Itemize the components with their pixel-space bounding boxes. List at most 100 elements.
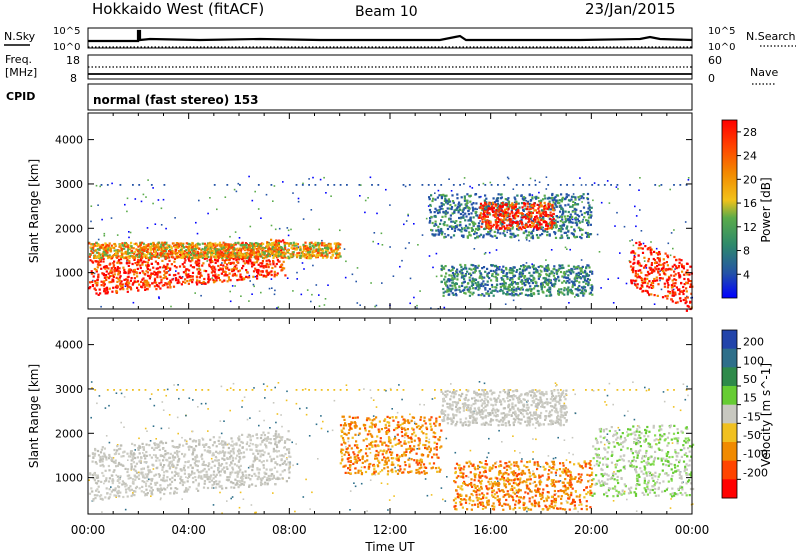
feature-cell (574, 288, 577, 291)
feature-cell (527, 289, 530, 292)
feature-cell (286, 250, 289, 253)
background-cell (196, 232, 199, 235)
feature-cell (527, 213, 530, 217)
feature-cell (108, 254, 111, 257)
background-cell (345, 260, 347, 263)
feature-cell (130, 245, 133, 248)
feature-cell (173, 257, 177, 260)
feature-cell (169, 281, 173, 284)
feature-cell (512, 233, 515, 236)
noise-tick-top-right: 10^5 (708, 26, 735, 37)
feature-cell (102, 284, 105, 287)
background-cell (158, 476, 161, 478)
range-gate-cell (591, 184, 594, 186)
feature-cell (142, 277, 145, 280)
feature-cell (227, 276, 230, 279)
feature-cell (177, 246, 180, 249)
feature-cell (452, 293, 455, 296)
background-cell (370, 397, 373, 399)
feature-cell (486, 225, 489, 228)
feature-cell (639, 269, 642, 272)
feature-cell (564, 204, 567, 207)
feature-cell (263, 254, 266, 257)
feature-cell (563, 231, 566, 234)
feature-cell (447, 198, 450, 201)
range-gate-cell (434, 184, 436, 186)
feature-cell (188, 246, 191, 249)
feature-cell (116, 267, 119, 270)
feature-cell (127, 247, 130, 250)
background-cell (506, 231, 508, 234)
feature-cell (468, 267, 471, 270)
background-cell (93, 272, 96, 275)
feature-cell (502, 271, 505, 274)
background-cell (619, 252, 621, 254)
feature-cell (440, 268, 443, 271)
feature-cell (504, 227, 507, 230)
feature-cell (656, 294, 659, 297)
background-cell (545, 188, 548, 190)
feature-cell (277, 254, 280, 258)
feature-cell (503, 287, 506, 290)
range-gate-cell (239, 184, 241, 186)
feature-cell (544, 206, 548, 209)
feature-cell (661, 296, 665, 299)
background-cell (632, 244, 635, 247)
feature-cell (117, 255, 120, 258)
colorbar-tick-label: 16 (743, 197, 757, 210)
feature-cell (226, 263, 229, 266)
feature-cell (224, 253, 227, 257)
feature-cell (561, 275, 564, 278)
background-cell (150, 495, 152, 497)
feature-cell (514, 198, 517, 201)
feature-cell (195, 260, 198, 263)
feature-cell (235, 249, 238, 252)
feature-cell (173, 245, 176, 248)
feature-cell (468, 294, 471, 297)
feature-cell (579, 195, 582, 198)
feature-cell (196, 250, 199, 253)
feature-cell (589, 223, 592, 226)
feature-cell (574, 236, 577, 239)
feature-cell (444, 215, 447, 218)
background-cell (525, 200, 527, 202)
feature-cell (570, 225, 573, 229)
feature-cell (671, 294, 674, 297)
feature-cell (141, 241, 144, 244)
feature-cell (544, 210, 547, 213)
feature-cell (254, 267, 257, 270)
feature-cell (479, 212, 482, 215)
range-gate-cell (534, 184, 537, 186)
feature-cell (540, 215, 543, 218)
feature-cell (272, 263, 275, 266)
feature-cell (531, 274, 534, 277)
feature-cell (228, 261, 231, 264)
feature-cell (531, 281, 534, 285)
feature-cell (316, 251, 319, 254)
feature-cell (564, 217, 567, 220)
feature-cell (289, 256, 293, 259)
feature-cell (511, 278, 514, 281)
background-cell (559, 480, 562, 482)
feature-cell (474, 281, 477, 285)
feature-cell (454, 286, 457, 289)
feature-cell (246, 253, 249, 257)
feature-cell (136, 286, 139, 289)
feature-cell (555, 272, 559, 275)
feature-cell (132, 282, 135, 285)
feature-cell (512, 294, 516, 297)
background-cell (220, 432, 223, 435)
feature-cell (152, 247, 156, 250)
feature-cell (560, 216, 563, 219)
feature-cell (273, 243, 276, 246)
feature-cell (479, 233, 482, 236)
feature-cell (178, 265, 182, 268)
feature-cell (583, 292, 586, 295)
feature-cell (127, 281, 130, 284)
feature-cell (124, 251, 127, 254)
feature-cell (657, 283, 660, 286)
feature-cell (463, 197, 466, 200)
feature-cell (524, 213, 527, 217)
feature-cell (243, 243, 246, 247)
feature-cell (214, 268, 217, 271)
